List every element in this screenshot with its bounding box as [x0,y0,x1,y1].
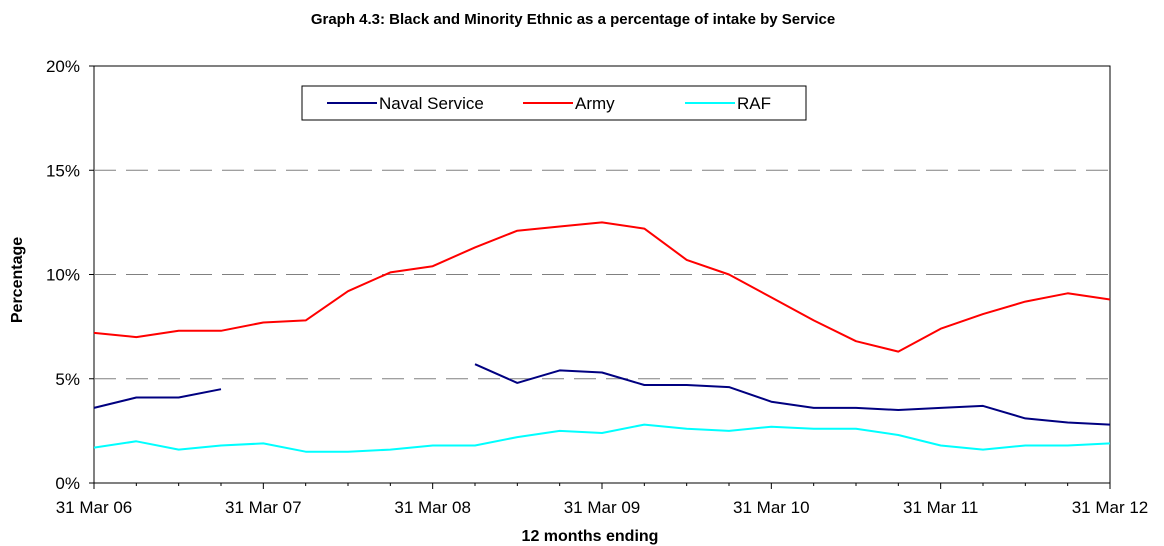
legend: Naval Service Army RAF [301,85,807,121]
y-axis-title: Percentage [9,237,26,323]
legend-label-army: Army [575,94,615,113]
y-tick-label: 10% [46,266,80,285]
series-line-army [93,221,1111,353]
y-tick-label: 5% [55,370,80,389]
y-tick-label: 20% [46,57,80,76]
series-line-naval-service [93,388,222,409]
legend-label-raf: RAF [737,94,771,113]
series-lines [93,221,1111,453]
plot-area [93,65,1111,484]
x-tick-label: 31 Mar 12 [1072,498,1149,517]
x-tick-label: 31 Mar 11 [903,498,978,517]
series-line-raf [93,423,1111,453]
series-line-naval-service [474,363,1111,426]
x-tick-label: 31 Mar 08 [394,498,471,517]
gridlines [94,169,1110,380]
y-tick-label: 0% [55,474,80,493]
x-axis-title: 12 months ending [522,528,659,545]
x-tick-label: 31 Mar 06 [56,498,133,517]
x-tick-label: 31 Mar 09 [564,498,641,517]
y-tick-label: 15% [46,161,80,180]
x-tick-label: 31 Mar 07 [225,498,302,517]
x-tick-label: 31 Mar 10 [733,498,810,517]
y-axis: 0% 5% 10% 15% 20% [46,57,94,493]
legend-label-naval-service: Naval Service [379,94,484,113]
chart-title: Graph 4.3: Black and Minority Ethnic as … [311,11,835,28]
x-axis: 31 Mar 06 31 Mar 07 31 Mar 08 31 Mar 09 31 M… [56,483,1149,517]
